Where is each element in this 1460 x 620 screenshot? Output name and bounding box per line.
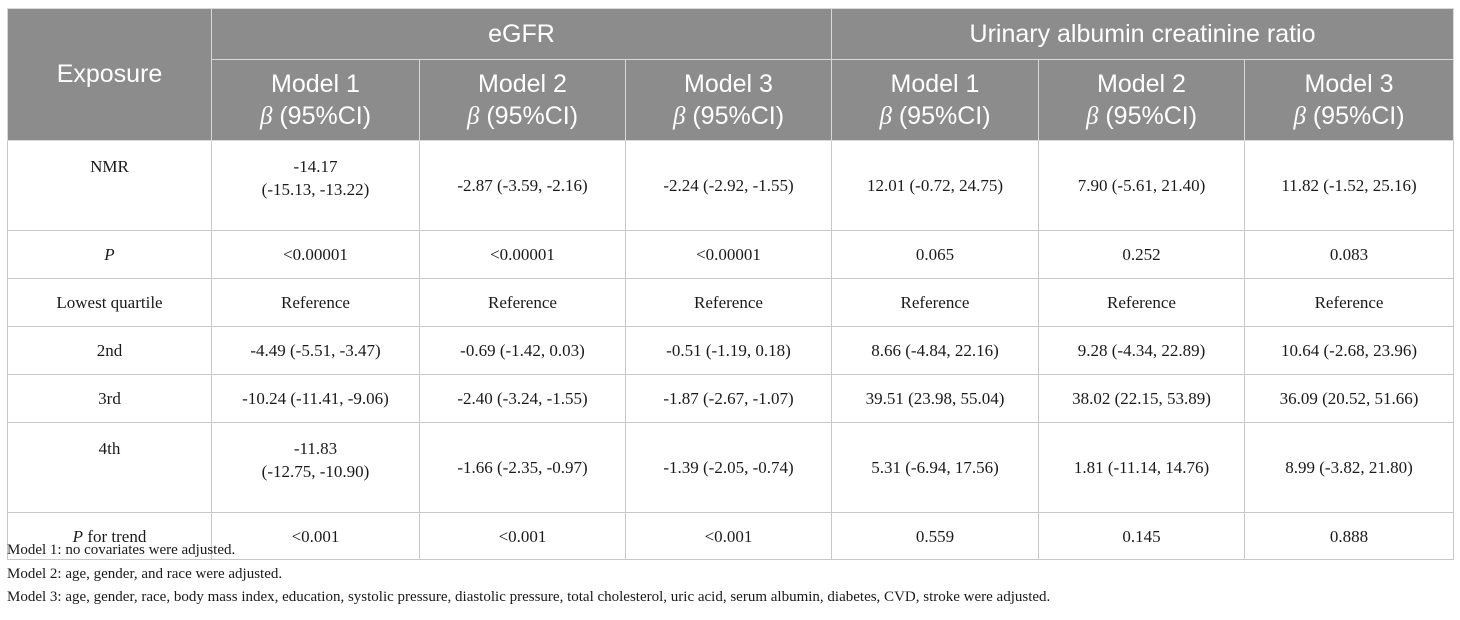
table-cell: Reference — [211, 278, 420, 327]
table-footnotes: Model 1: no covariates were adjusted. Mo… — [7, 539, 1453, 610]
table-row: NMR -14.17 (-15.13, -13.22) -2.87 (-3.59,… — [7, 140, 1455, 231]
table-cell: Reference — [1038, 278, 1245, 327]
row-label: Lowest quartile — [7, 278, 212, 327]
uacr-group-header: Urinary albumin creatinine ratio — [830, 8, 1455, 60]
beta-symbol: β — [879, 102, 892, 130]
model-header: Model 1 β (95%CI) — [211, 59, 420, 141]
beta-symbol: β — [259, 102, 273, 130]
model-header: Model 3 β (95%CI) — [1243, 59, 1455, 141]
table-cell: 8.66 (-4.84, 22.16) — [831, 326, 1039, 375]
table-cell: -0.69 (-1.42, 0.03) — [419, 326, 626, 375]
ci-label: (95%CI) — [685, 101, 785, 130]
table-cell: -1.39 (-2.05, -0.74) — [625, 422, 832, 513]
table-cell: 10.64 (-2.68, 23.96) — [1243, 326, 1455, 375]
table-row: P <0.00001 <0.00001 <0.00001 0.065 0.252… — [7, 230, 1455, 279]
table-row: Lowest quartile Reference Reference Refe… — [7, 278, 1455, 327]
table-row: 4th -11.83 (-12.75, -10.90) -1.66 (-2.35,… — [7, 422, 1455, 513]
model-name: Model 1 — [890, 69, 980, 98]
exposure-header: Exposure — [7, 8, 212, 141]
table-row: P for trend <0.001 <0.001 <0.001 0.559 0… — [7, 512, 1455, 560]
footnote: Model 2: age, gender, and race were adju… — [7, 565, 283, 582]
table-cell: 1.81 (-11.14, 14.76) — [1038, 422, 1245, 513]
table-cell: <0.001 — [211, 512, 420, 560]
ci-label: (95%CI) — [1305, 101, 1405, 130]
table-cell: -11.83 (-12.75, -10.90) — [211, 422, 420, 513]
table-cell: 0.065 — [831, 230, 1039, 279]
table-cell: 12.01 (-0.72, 24.75) — [831, 140, 1039, 231]
footnote: Model 3: age, gender, race, body mass in… — [7, 589, 1051, 605]
table-cell: 11.82 (-1.52, 25.16) — [1243, 140, 1455, 231]
table-cell: 0.083 — [1243, 230, 1455, 279]
row-label: 2nd — [7, 326, 212, 375]
ci-label: (95%CI) — [1098, 101, 1198, 130]
table-cell: -2.24 (-2.92, -1.55) — [625, 140, 832, 231]
table-cell: Reference — [625, 278, 832, 327]
table-cell: Reference — [419, 278, 626, 327]
table-row: 3rd -10.24 (-11.41, -9.06) -2.40 (-3.24,… — [7, 374, 1455, 423]
table-cell: -2.40 (-3.24, -1.55) — [419, 374, 626, 423]
header-model-row: Model 1 β (95%CI) Model 2 β (95%CI) Model … — [8, 59, 1455, 141]
table-cell: <0.00001 — [211, 230, 420, 279]
model-header: Model 1 β (95%CI) — [831, 59, 1039, 141]
row-label: P — [7, 230, 212, 279]
table-body: NMR -14.17 (-15.13, -13.22) -2.87 (-3.59,… — [7, 140, 1455, 560]
header-group-row: Exposure eGFR Urinary albumin creatinine… — [7, 8, 1455, 141]
table-cell: 7.90 (-5.61, 21.40) — [1038, 140, 1245, 231]
table-cell: <0.001 — [625, 512, 832, 560]
row-label: NMR — [7, 140, 212, 231]
model-name: Model 2 — [1097, 69, 1186, 98]
table-cell: 9.28 (-4.34, 22.89) — [1038, 326, 1245, 375]
table-cell: 36.09 (20.52, 51.66) — [1243, 374, 1455, 423]
table-cell: <0.00001 — [419, 230, 626, 279]
egfr-group-header: eGFR — [211, 8, 832, 60]
row-label: 3rd — [7, 374, 212, 423]
table-cell: -14.17 (-15.13, -13.22) — [211, 140, 420, 231]
row-label: 4th — [7, 422, 212, 513]
table-row: 2nd -4.49 (-5.51, -3.47) -0.69 (-1.42, 0… — [7, 326, 1455, 375]
table-cell: 8.99 (-3.82, 21.80) — [1243, 422, 1455, 513]
table-cell: 38.02 (22.15, 53.89) — [1038, 374, 1245, 423]
table-cell: -2.87 (-3.59, -2.16) — [419, 140, 626, 231]
table-cell: Reference — [831, 278, 1039, 327]
table-cell: -10.24 (-11.41, -9.06) — [211, 374, 420, 423]
model-name: Model 1 — [271, 69, 360, 98]
table-cell: 39.51 (23.98, 55.04) — [831, 374, 1039, 423]
cell-line-1: -14.17 — [293, 157, 338, 176]
row-label-italic: P — [72, 526, 84, 546]
row-label-rest: for trend — [83, 526, 147, 546]
model-name: Model 3 — [1304, 69, 1394, 98]
ci-label: (95%CI) — [479, 101, 579, 130]
model-name: Model 2 — [478, 69, 567, 98]
model-name: Model 3 — [684, 69, 773, 98]
beta-symbol: β — [466, 102, 480, 130]
table-cell: -4.49 (-5.51, -3.47) — [211, 326, 420, 375]
table-cell: <0.00001 — [625, 230, 832, 279]
table-cell: 0.559 — [831, 512, 1039, 560]
table-cell: 0.888 — [1243, 512, 1455, 560]
table-cell: 0.252 — [1038, 230, 1245, 279]
beta-symbol: β — [1293, 102, 1306, 130]
model-header: Model 2 β (95%CI) — [1038, 59, 1245, 141]
ci-label: (95%CI) — [891, 101, 991, 130]
cell-line-1: -11.83 — [293, 439, 338, 458]
table-header: Exposure eGFR Urinary albumin creatinine… — [7, 8, 1455, 141]
model-header: Model 2 β (95%CI) — [419, 59, 626, 141]
table-cell: -0.51 (-1.19, 0.18) — [625, 326, 832, 375]
table-cell: -1.66 (-2.35, -0.97) — [419, 422, 626, 513]
model-header: Model 3 β (95%CI) — [625, 59, 832, 141]
table-cell: 5.31 (-6.94, 17.56) — [831, 422, 1039, 513]
cell-line-2: (-15.13, -13.22) — [261, 180, 370, 199]
table-cell: -1.87 (-2.67, -1.07) — [625, 374, 832, 423]
table-cell: 0.145 — [1038, 512, 1245, 560]
results-table: Exposure eGFR Urinary albumin creatinine… — [7, 8, 1455, 560]
footnote: Model 1: no covariates were adjusted. — [7, 542, 236, 558]
beta-symbol: β — [1085, 102, 1099, 130]
table-cell: Reference — [1243, 278, 1455, 327]
table-cell: <0.001 — [419, 512, 626, 560]
row-label: P for trend — [7, 512, 212, 560]
beta-symbol: β — [672, 102, 686, 130]
ci-label: (95%CI) — [272, 101, 372, 130]
cell-line-2: (-12.75, -10.90) — [261, 462, 370, 481]
